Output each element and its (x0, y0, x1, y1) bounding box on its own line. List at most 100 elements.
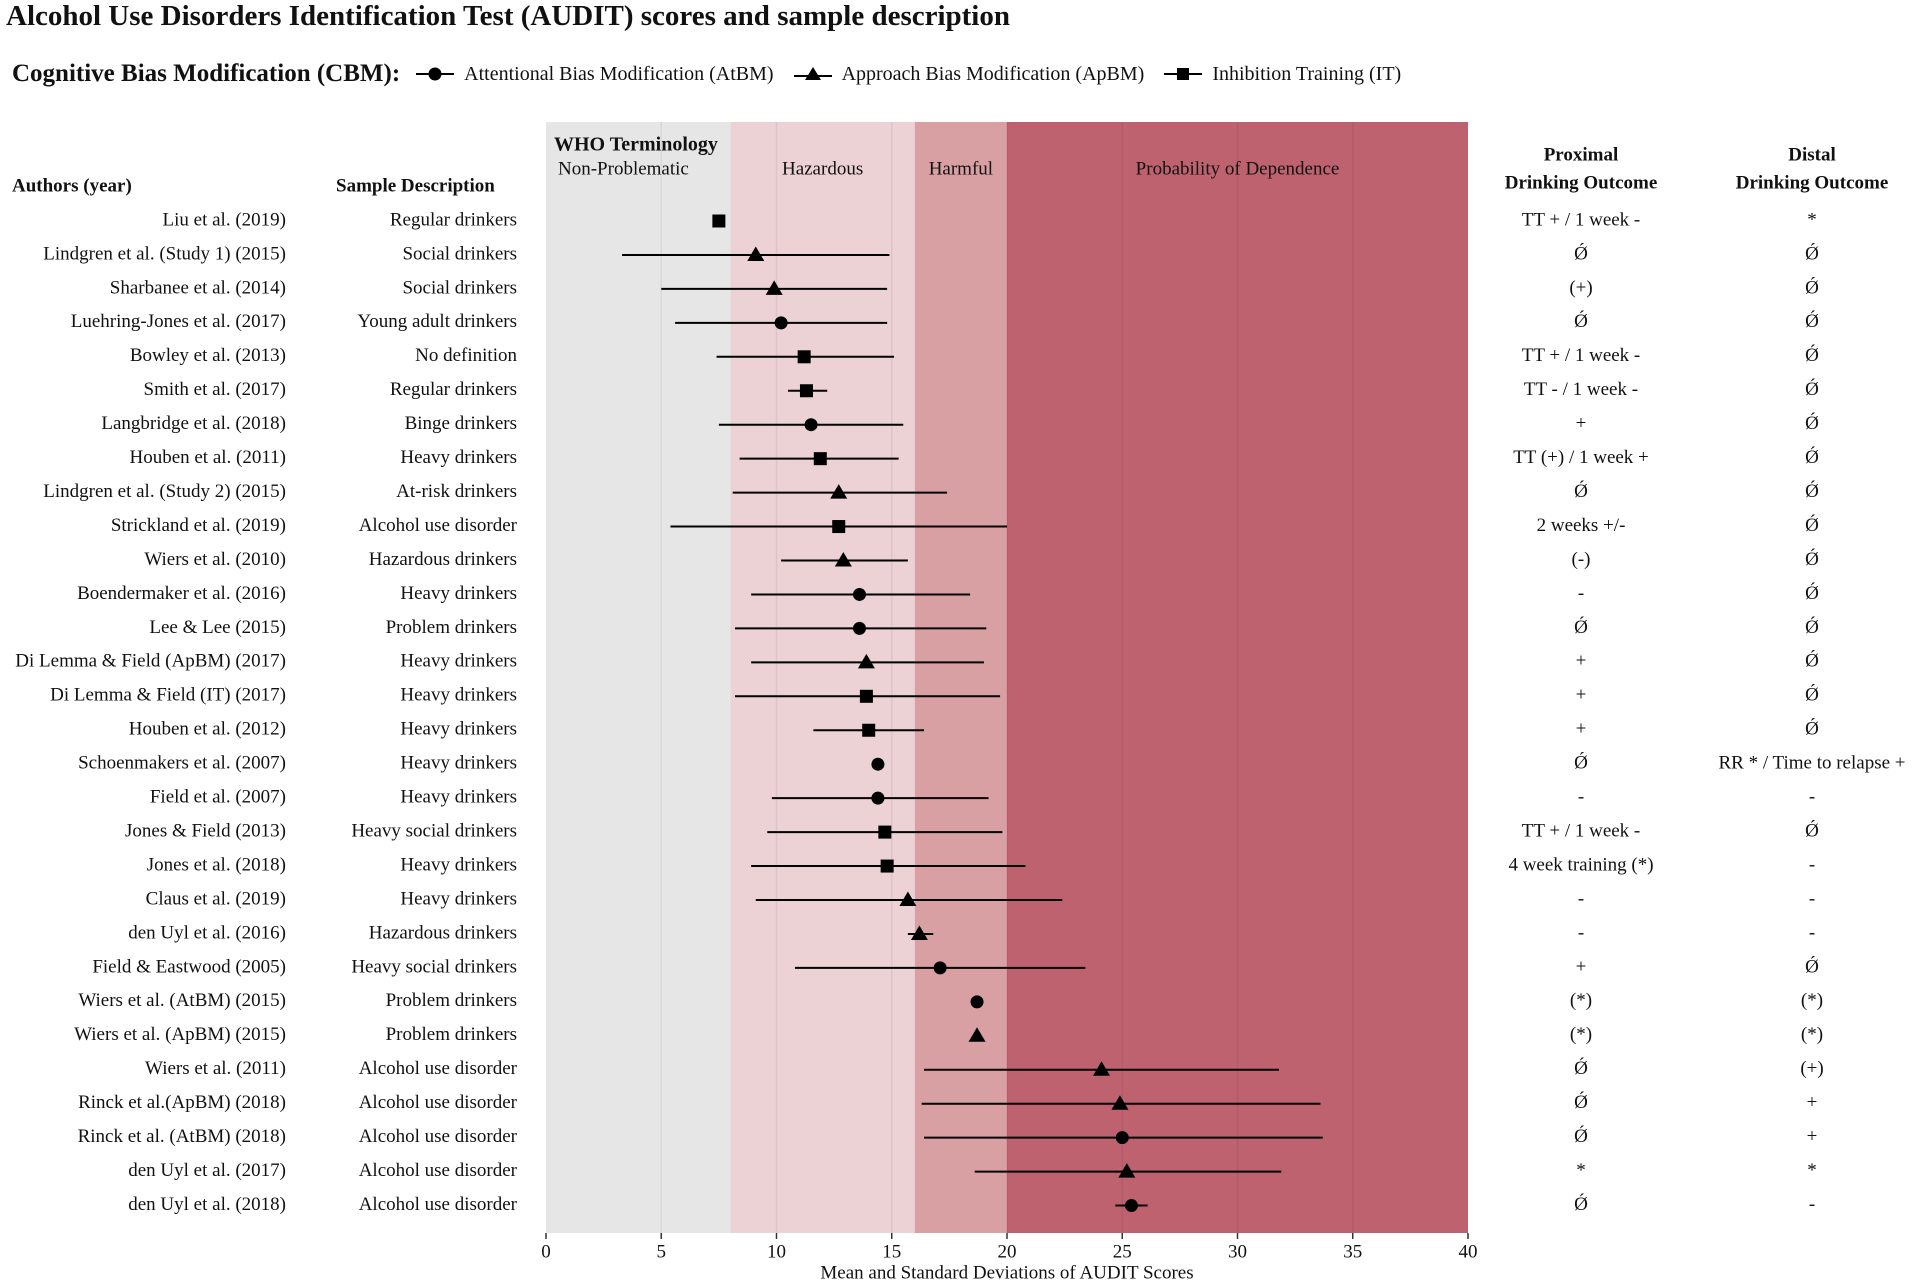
author-label: den Uyl et al. (2018) (128, 1194, 286, 1215)
author-label: Lindgren et al. (Study 1) (2015) (43, 243, 286, 264)
author-label: Jones et al. (2018) (147, 854, 286, 875)
x-tick-label: 15 (882, 1241, 901, 1262)
distal-outcome: * (1807, 1160, 1817, 1181)
author-label: Wiers et al. (ApBM) (2015) (74, 1024, 286, 1045)
proximal-outcome: Ǿ (1574, 1193, 1588, 1215)
proximal-outcome: Ǿ (1574, 480, 1588, 502)
data-point-triangle (899, 891, 917, 906)
proximal-outcome: 4 week training (*) (1508, 854, 1653, 875)
zone-non-problematic (546, 122, 731, 1233)
proximal-outcome: 2 weeks +/- (1537, 515, 1626, 536)
distal-outcome: - (1809, 1194, 1815, 1215)
proximal-outcome: - (1578, 583, 1584, 604)
sample-label: Regular drinkers (390, 209, 517, 230)
author-label: Bowley et al. (2013) (130, 345, 286, 366)
distal-outcome: Ǿ (1805, 378, 1819, 400)
sample-label: Hazardous drinkers (369, 922, 517, 943)
distal-outcome: Ǿ (1805, 514, 1819, 536)
data-point-circle (774, 316, 788, 330)
sample-label: Alcohol use disorder (359, 1092, 518, 1113)
sample-label: Young adult drinkers (357, 311, 517, 332)
data-point-square (797, 350, 811, 364)
zone-harmful (914, 122, 1007, 1233)
column-header-sample: Sample Description (336, 175, 495, 196)
distal-outcome: (*) (1801, 990, 1823, 1011)
proximal-outcome: (*) (1570, 990, 1592, 1011)
data-point-square (832, 520, 846, 534)
proximal-outcome: TT + / 1 week - (1522, 820, 1641, 841)
sample-label: Hazardous drinkers (369, 549, 517, 570)
distal-outcome: Ǿ (1805, 412, 1819, 434)
column-header-authors: Authors (year) (12, 175, 132, 196)
sample-label: Alcohol use disorder (359, 1194, 518, 1215)
distal-outcome: Ǿ (1805, 276, 1819, 298)
zone-label-dependence: Probability of Dependence (1136, 158, 1340, 179)
distal-outcome: - (1809, 922, 1815, 943)
x-tick-label: 40 (1459, 1241, 1478, 1262)
distal-outcome: Ǿ (1805, 480, 1819, 502)
distal-outcome: - (1809, 854, 1815, 875)
author-label: Lee & Lee (2015) (149, 617, 286, 638)
distal-outcome: (*) (1801, 1024, 1823, 1045)
sample-label: Binge drinkers (405, 413, 517, 434)
data-point-triangle (1111, 1095, 1129, 1110)
column-header-proximal-sub: Drinking Outcome (1505, 172, 1658, 193)
distal-outcome: + (1807, 1126, 1818, 1147)
data-point-triangle (910, 925, 928, 940)
legend-label-atbm: Attentional Bias Modification (AtBM) (464, 62, 774, 85)
author-label: Wiers et al. (2010) (144, 549, 286, 570)
sample-label: Alcohol use disorder (359, 1126, 518, 1147)
distal-outcome: Ǿ (1805, 819, 1819, 841)
proximal-outcome: TT + / 1 week - (1522, 209, 1641, 230)
sample-label: Heavy social drinkers (351, 820, 517, 841)
proximal-outcome: Ǿ (1574, 1057, 1588, 1079)
data-point-square (799, 384, 813, 398)
proximal-outcome: - (1578, 922, 1584, 943)
x-tick-label: 0 (541, 1241, 551, 1262)
distal-outcome: Ǿ (1805, 446, 1819, 468)
legend-item-atbm: Attentional Bias Modification (AtBM) (414, 62, 774, 86)
legend-title: Cognitive Bias Modification (CBM): (12, 60, 401, 87)
x-tick-label: 5 (657, 1241, 667, 1262)
proximal-outcome: + (1576, 719, 1587, 740)
distal-outcome: Ǿ (1805, 955, 1819, 977)
proximal-outcome: TT + / 1 week - (1522, 345, 1641, 366)
distal-outcome: Ǿ (1805, 582, 1819, 604)
proximal-outcome: + (1576, 956, 1587, 977)
circle-marker-icon (416, 67, 455, 81)
legend-item-apbm: Approach Bias Modification (ApBM) (792, 62, 1145, 86)
author-label: Jones & Field (2013) (125, 820, 286, 841)
author-label: Di Lemma & Field (IT) (2017) (50, 685, 286, 706)
distal-outcome: Ǿ (1805, 650, 1819, 672)
data-point-circle (933, 961, 947, 975)
sample-label: Heavy drinkers (400, 854, 517, 875)
data-point-square (813, 452, 827, 466)
sample-label: Heavy drinkers (400, 685, 517, 706)
legend: Cognitive Bias Modification (CBM): Atten… (12, 58, 1419, 90)
legend-label-it: Inhibition Training (IT) (1212, 62, 1402, 85)
data-point-triangle (1118, 1163, 1136, 1178)
distal-outcome: Ǿ (1805, 718, 1819, 740)
proximal-outcome: (+) (1569, 277, 1592, 298)
author-label: Wiers et al. (2011) (145, 1058, 286, 1079)
distal-outcome: Ǿ (1805, 242, 1819, 264)
author-label: Luehring-Jones et al. (2017) (71, 311, 286, 332)
x-axis-label: Mean and Standard Deviations of AUDIT Sc… (820, 1262, 1193, 1283)
distal-outcome: Ǿ (1805, 344, 1819, 366)
distal-outcome: Ǿ (1805, 310, 1819, 332)
zone-label-non-problematic: Non-Problematic (558, 158, 689, 179)
data-point-triangle (968, 1027, 986, 1042)
legend-label-apbm: Approach Bias Modification (ApBM) (841, 62, 1145, 85)
x-tick-label: 25 (1113, 1241, 1132, 1262)
proximal-outcome: (*) (1570, 1024, 1592, 1045)
data-point-square (712, 214, 726, 228)
author-label: Sharbanee et al. (2014) (110, 277, 286, 298)
author-label: Di Lemma & Field (ApBM) (2017) (15, 651, 286, 672)
who-terminology-label: WHO Terminology (554, 134, 718, 156)
distal-outcome: * (1807, 209, 1817, 230)
sample-label: Heavy drinkers (400, 447, 517, 468)
data-point-circle (970, 995, 984, 1009)
data-point-triangle (834, 552, 852, 567)
data-point-circle (852, 621, 866, 635)
